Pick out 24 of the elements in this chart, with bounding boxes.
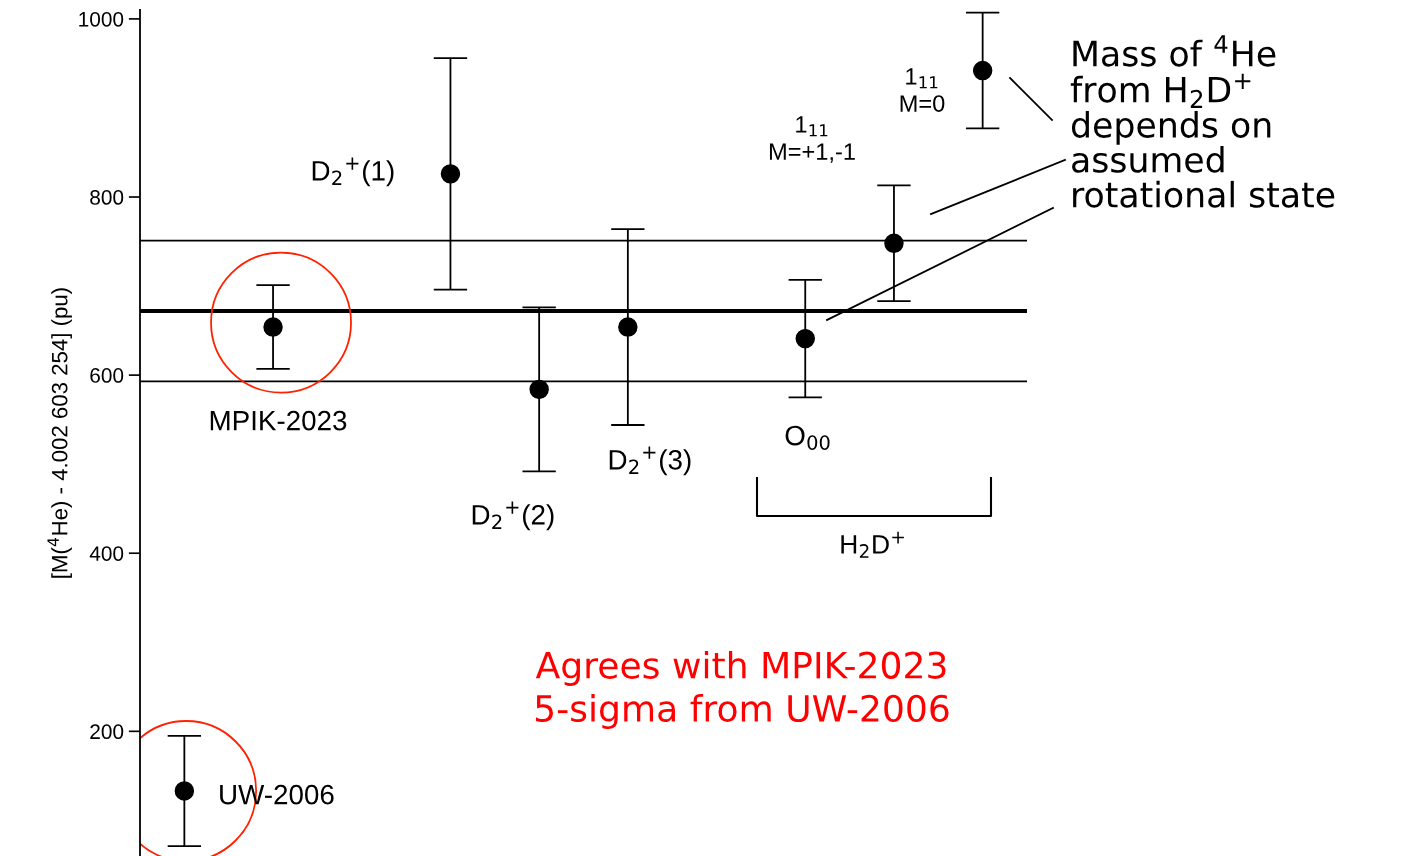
annotation: 1$_{11}$ M=0 [900,68,945,112]
annotation: O$_{00}$ [785,425,830,450]
y-axis-title: [M($^{4}$He) - 4.002 603 254] (pu) [47,288,72,578]
point [795,328,815,349]
annotation: Agrees with MPIK-2023 5-sigma from UW-2006 [535,650,949,730]
point [529,379,549,400]
y-tick-label: 200 [90,724,124,740]
point [440,164,461,184]
annotation: D$_{2}$$^{+}$(2) [472,501,554,531]
y-tick-label: 400 [89,546,124,561]
annotation: H$_{2}$D$^{+}$ [841,531,904,558]
point [972,60,993,81]
annotation: 1$_{11}$ M=+1,-1 [769,116,855,163]
point [174,781,195,801]
annotation: D$_{2}$$^{+}$(3) [609,446,691,476]
point [618,317,638,337]
annotation: D$_{2}$$^{+}$(1) [312,157,394,187]
point [263,317,283,337]
y-tick-label: 800 [90,190,124,205]
point [884,233,904,254]
y-tick-label: 600 [90,368,124,383]
y-tick-label: 1000 [79,11,124,27]
text: Mass of $^{4}$He from H$_{2}$D$^{+}$ depends on assumed rotational state [1070,35,1335,208]
annotation: MPIK-2023 [210,410,347,431]
